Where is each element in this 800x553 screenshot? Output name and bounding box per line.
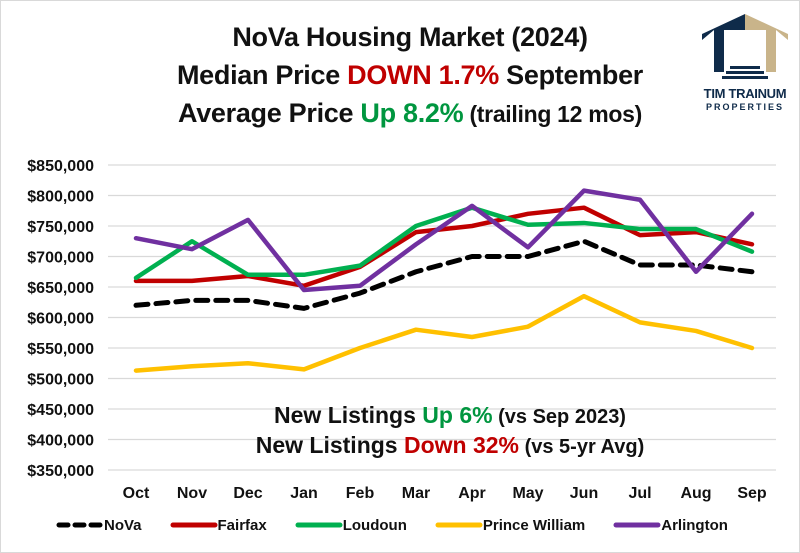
y-axis: $850,000 $800,000 $750,000 $700,000 $650,000… [27, 158, 94, 480]
title-line-1: NoVa Housing Market (2024) [232, 22, 588, 52]
title-line-2-prefix: Median Price [176, 60, 348, 90]
x-tick-label: Jun [570, 485, 598, 502]
x-tick-label: Oct [123, 485, 150, 502]
company-logo: TIM TRAINUM PROPERTIES [690, 6, 800, 116]
series-line-fairfax [133, 205, 755, 289]
y-tick-label: $550,000 [27, 341, 94, 358]
annotation-2-prefix: New Listings [255, 432, 404, 458]
x-tick-label: May [512, 485, 543, 502]
legend-swatch [170, 522, 218, 528]
logo-name: TIM TRAINUM [703, 86, 787, 101]
title-line-2: Median Price DOWN 1.7% September [130, 56, 690, 94]
y-tick-label: $600,000 [27, 311, 94, 328]
y-tick-label: $800,000 [27, 189, 94, 206]
y-tick-label: $350,000 [27, 463, 94, 480]
y-tick-label: $650,000 [27, 280, 94, 297]
legend-item-loudoun: Loudoun [295, 517, 407, 534]
y-tick-label: $450,000 [27, 402, 94, 419]
series-line-arlington [133, 188, 755, 293]
new-listings-yoy-change: Up 6% [422, 402, 493, 428]
y-tick-label: $700,000 [27, 250, 94, 267]
annotation-1-prefix: New Listings [274, 402, 423, 428]
new-listings-annotation-1: New Listings Up 6% (vs Sep 2023) [160, 402, 740, 429]
logo-subtitle: PROPERTIES [705, 102, 784, 112]
x-tick-label: Nov [177, 485, 207, 502]
annotation-2-suffix: (vs 5-yr Avg) [519, 436, 645, 458]
legend-swatch [435, 522, 483, 528]
title-line-2-suffix: September [498, 60, 644, 90]
legend-item-nova: NoVa [56, 517, 142, 534]
legend-label: Arlington [661, 516, 728, 534]
legend-item-arlington: Arlington [613, 517, 728, 534]
series-line-nova [133, 238, 755, 311]
series-lines [133, 188, 755, 373]
median-price-change: DOWN 1.7% [347, 60, 499, 90]
legend-label: Loudoun [342, 516, 407, 534]
chart-legend: NoVa Fairfax Loudoun Prince William Arlingto… [56, 515, 756, 535]
title-line-3-suffix: (trailing 12 mos) [463, 101, 642, 127]
series-line-prince-william [133, 293, 755, 373]
legend-label: Prince William [482, 516, 586, 534]
title-line-3: Average Price Up 8.2% (trailing 12 mos) [130, 94, 690, 133]
x-tick-label: Feb [346, 485, 375, 502]
x-tick-label: Aug [680, 485, 711, 502]
series-line-loudoun [133, 205, 755, 281]
y-tick-label: $750,000 [27, 219, 94, 236]
x-tick-label: Dec [233, 485, 262, 502]
new-listings-annotation-2: New Listings Down 32% (vs 5-yr Avg) [160, 432, 740, 459]
legend-label: NoVa [104, 516, 142, 534]
y-tick-label: $850,000 [27, 158, 94, 175]
legend-label: Fairfax [217, 516, 267, 534]
y-tick-label: $400,000 [27, 433, 94, 450]
title-line-3-prefix: Average Price [178, 98, 361, 128]
legend-swatch [295, 522, 343, 528]
house-columns-icon [702, 14, 788, 79]
legend-item-prince-william: Prince William [435, 517, 585, 534]
x-tick-label: Apr [458, 485, 486, 502]
average-price-change: Up 8.2% [360, 98, 464, 128]
new-listings-5yr-change: Down 32% [403, 432, 520, 458]
chart-title: NoVa Housing Market (2024) Median Price … [130, 18, 690, 133]
x-tick-label: Sep [737, 485, 767, 502]
x-axis: Oct Nov Dec Jan Feb Mar Apr May Jun Jul Aug Sep [123, 485, 767, 502]
x-tick-label: Mar [402, 485, 430, 502]
annotation-1-suffix: (vs Sep 2023) [492, 406, 626, 428]
legend-item-fairfax: Fairfax [170, 517, 267, 534]
y-tick-label: $500,000 [27, 372, 94, 389]
legend-swatch [56, 522, 104, 528]
legend-swatch [613, 522, 661, 528]
x-tick-label: Jul [628, 485, 651, 502]
x-tick-label: Jan [290, 485, 318, 502]
